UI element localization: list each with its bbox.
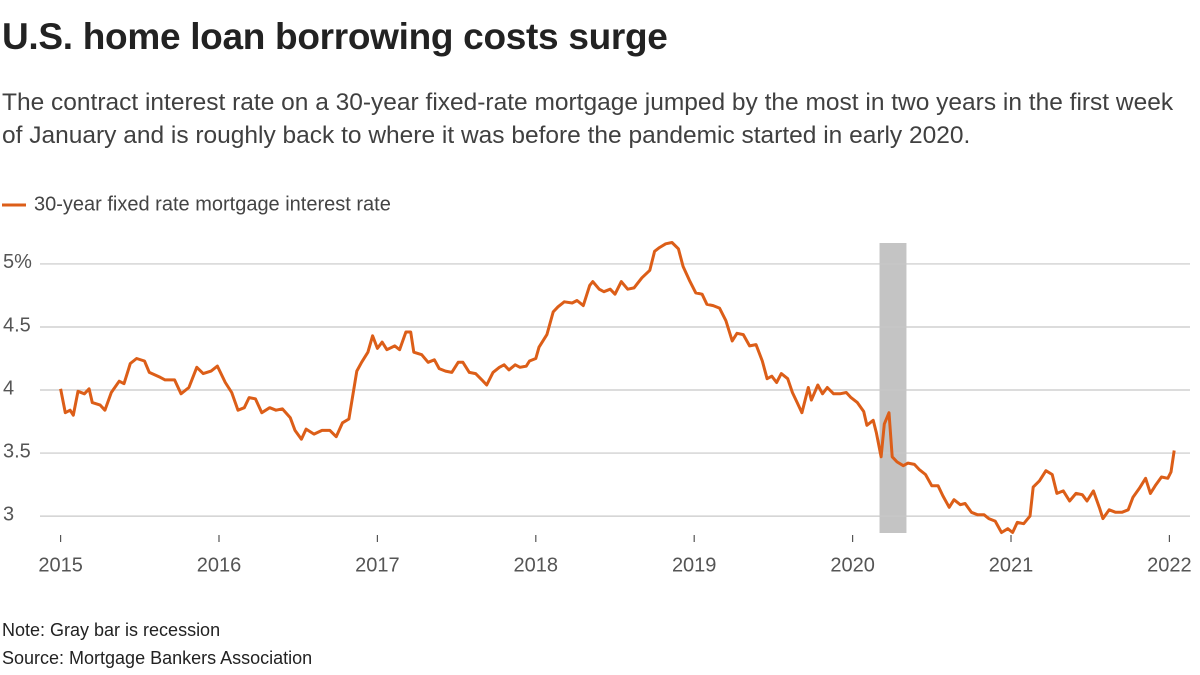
chart: 3 3.5 4 4.5 5% 2015 2016 2017 2018 2019 2020 2021 20… — [2, 193, 1192, 576]
x-tick-label: 2022 — [1147, 554, 1192, 576]
chart-title: U.S. home loan borrowing costs surge — [2, 16, 668, 57]
series-line — [59, 241, 1176, 534]
x-tick-label: 2017 — [355, 554, 400, 576]
x-tick-label: 2016 — [197, 554, 242, 576]
note: Note: Gray bar is recession — [2, 620, 221, 640]
x-tick-label: 2021 — [989, 554, 1034, 576]
recession-bar — [879, 243, 907, 533]
y-tick-label: 3.5 — [3, 440, 31, 462]
x-tick-label: 2020 — [830, 554, 875, 576]
x-tick-label: 2019 — [672, 554, 717, 576]
x-tick-label: 2015 — [38, 554, 83, 576]
chart-subtitle: The contract interest rate on a 30-year … — [2, 89, 1174, 149]
y-tick-label: 5% — [3, 251, 32, 273]
x-tick-label: 2018 — [514, 554, 559, 576]
y-tick-label: 3 — [3, 503, 14, 525]
source: Source: Mortgage Bankers Association — [2, 648, 313, 668]
y-tick-label: 4.5 — [3, 314, 31, 336]
y-tick-label: 4 — [3, 377, 14, 399]
legend-label: 30-year fixed rate mortgage interest rat… — [34, 193, 391, 215]
